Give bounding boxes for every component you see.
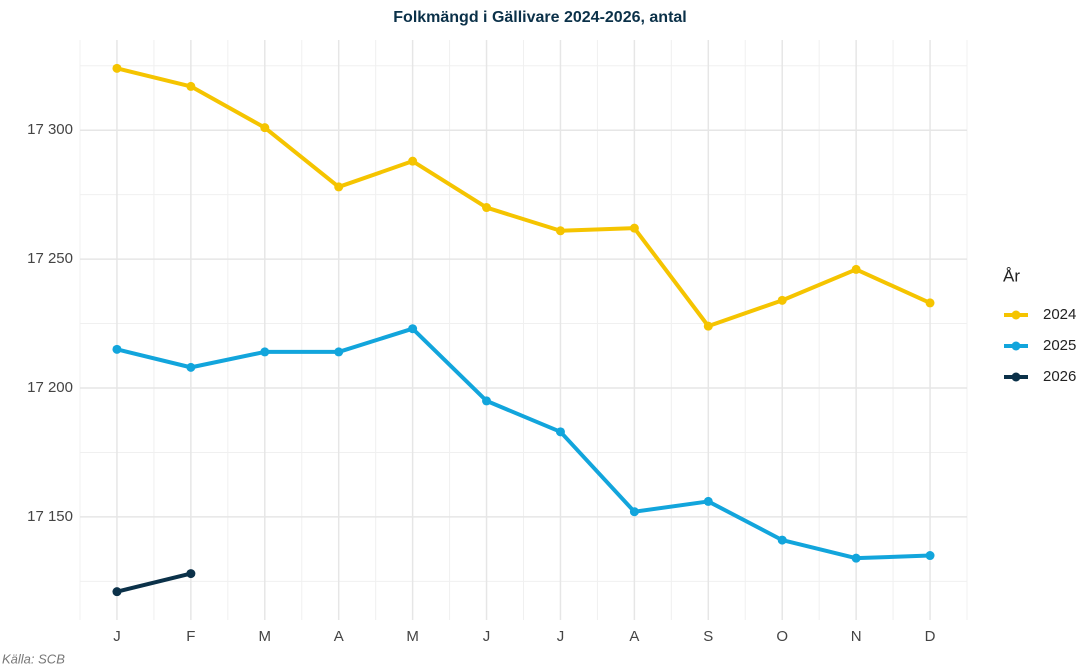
- legend-swatch-dot: [1011, 341, 1021, 351]
- series-line: [116, 66, 931, 329]
- x-tick-label: J: [113, 628, 121, 645]
- data-point: [851, 264, 861, 274]
- data-point: [925, 298, 935, 308]
- data-point: [334, 182, 344, 192]
- x-tick-label: S: [703, 628, 713, 645]
- x-tick-label: A: [334, 628, 344, 645]
- data-point: [555, 226, 565, 236]
- legend-label: 2024: [1043, 306, 1076, 323]
- data-point: [703, 321, 713, 331]
- data-point: [482, 396, 492, 406]
- data-point: [851, 553, 861, 563]
- y-tick-label: 17 300: [27, 121, 73, 138]
- legend-swatch-dot: [1011, 310, 1021, 320]
- x-tick-label: A: [629, 628, 639, 645]
- data-point: [112, 587, 122, 597]
- series-line: [116, 571, 192, 594]
- y-tick-label: 17 200: [27, 379, 73, 396]
- legend-title: År: [1003, 266, 1020, 285]
- data-point: [260, 347, 270, 357]
- data-point: [629, 223, 639, 233]
- data-point: [555, 427, 565, 437]
- data-point: [629, 507, 639, 517]
- data-point: [777, 295, 787, 305]
- y-tick-label: 17 250: [27, 250, 73, 267]
- x-tick-label: M: [259, 628, 272, 645]
- data-point: [186, 81, 196, 91]
- data-point: [260, 123, 270, 133]
- data-point: [186, 362, 196, 372]
- data-point: [703, 496, 713, 506]
- x-tick-label: J: [483, 628, 491, 645]
- data-point: [408, 156, 418, 166]
- caption: Källa: SCB: [2, 651, 65, 666]
- data-point: [334, 347, 344, 357]
- x-tick-label: D: [925, 628, 936, 645]
- y-tick-label: 17 150: [27, 508, 73, 525]
- data-point: [925, 551, 935, 561]
- data-point: [112, 344, 122, 354]
- data-point: [482, 203, 492, 213]
- series-line: [116, 326, 931, 561]
- data-point: [186, 569, 196, 579]
- x-tick-label: M: [406, 628, 419, 645]
- legend-label: 2026: [1043, 368, 1076, 385]
- x-tick-label: N: [851, 628, 862, 645]
- data-point: [112, 63, 122, 73]
- x-tick-label: J: [557, 628, 565, 645]
- x-tick-label: F: [186, 628, 195, 645]
- data-point: [777, 535, 787, 545]
- legend-label: 2025: [1043, 337, 1076, 354]
- chart-title: Folkmängd i Gällivare 2024-2026, antal: [393, 9, 686, 26]
- legend-swatch-dot: [1011, 372, 1021, 382]
- data-point: [408, 324, 418, 334]
- x-tick-label: O: [776, 628, 788, 645]
